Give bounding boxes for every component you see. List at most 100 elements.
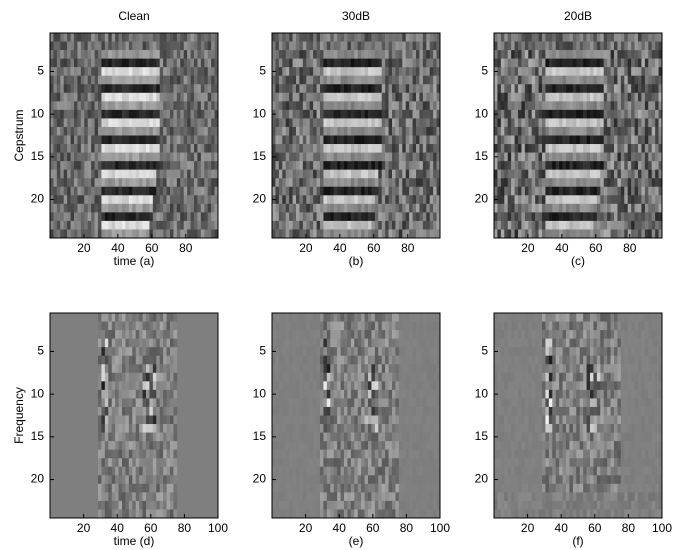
image-cell — [112, 170, 116, 179]
image-cell — [136, 187, 140, 196]
image-cell — [371, 170, 375, 179]
image-cell — [494, 161, 498, 170]
image-cell — [323, 42, 327, 51]
image-cell — [583, 187, 587, 196]
image-cell — [341, 330, 345, 339]
image-cell — [549, 204, 553, 213]
image-cell — [580, 153, 584, 162]
image-cell — [416, 33, 420, 42]
image-cell — [170, 50, 174, 59]
image-cell — [621, 212, 625, 221]
image-cell — [433, 195, 437, 204]
image-cell — [430, 407, 434, 416]
x-tick-label: 60 — [367, 241, 381, 255]
image-cell — [358, 170, 362, 179]
image-cell — [71, 195, 75, 204]
image-cell — [628, 212, 632, 221]
image-cell — [638, 153, 642, 162]
image-cell — [204, 170, 208, 179]
image-cell — [413, 407, 417, 416]
image-cell — [320, 127, 324, 136]
image-cell — [648, 187, 652, 196]
image-cell — [74, 204, 78, 213]
image-cell — [149, 178, 153, 187]
image-cell — [566, 136, 570, 145]
image-cell — [67, 153, 71, 162]
image-cell — [204, 101, 208, 110]
image-cell — [88, 84, 92, 93]
image-cell — [604, 221, 608, 230]
image-cell — [648, 76, 652, 85]
image-cell — [604, 195, 608, 204]
image-cell — [552, 67, 556, 76]
image-cell — [638, 110, 642, 119]
image-cell — [648, 153, 652, 162]
image-cell — [399, 76, 403, 85]
image-cell — [60, 33, 64, 42]
image-cell — [426, 144, 430, 153]
image-cell — [143, 501, 147, 510]
image-cell — [167, 76, 171, 85]
image-cell — [406, 416, 410, 425]
image-cell — [382, 110, 386, 119]
image-cell — [399, 170, 403, 179]
image-cell — [416, 313, 420, 322]
image-cell — [351, 93, 355, 102]
image-cell — [395, 187, 399, 196]
image-cell — [648, 221, 652, 230]
image-cell — [313, 221, 317, 230]
image-cell — [306, 212, 310, 221]
image-cell — [272, 364, 276, 373]
image-cell — [129, 373, 133, 382]
image-cell — [108, 84, 112, 93]
image-cell — [122, 110, 126, 119]
image-cell — [320, 356, 324, 365]
image-cell — [129, 433, 133, 442]
image-cell — [389, 441, 393, 450]
image-cell — [617, 161, 621, 170]
image-cell — [587, 42, 591, 51]
image-cell — [337, 424, 341, 433]
image-cell — [286, 364, 290, 373]
image-cell — [105, 390, 109, 399]
image-cell — [395, 450, 399, 459]
image-cell — [426, 390, 430, 399]
image-cell — [163, 33, 167, 42]
image-cell — [351, 118, 355, 127]
image-cell — [569, 101, 573, 110]
image-cell — [57, 84, 61, 93]
image-cell — [501, 33, 505, 42]
image-cell — [323, 450, 327, 459]
image-cell — [299, 144, 303, 153]
y-tick-label: 5 — [37, 64, 44, 78]
image-cell — [98, 509, 102, 518]
image-cell — [652, 42, 656, 51]
image-cell — [156, 339, 160, 348]
image-cell — [139, 204, 143, 213]
image-cell — [635, 204, 639, 213]
image-cell — [191, 161, 195, 170]
image-cell — [334, 212, 338, 221]
image-cell — [655, 76, 659, 85]
image-cell — [296, 42, 300, 51]
image-cell — [125, 467, 129, 476]
image-cell — [282, 178, 286, 187]
image-cell — [122, 501, 126, 510]
image-cell — [153, 67, 157, 76]
image-cell — [416, 59, 420, 68]
image-cell — [71, 118, 75, 127]
image-cell — [501, 204, 505, 213]
image-cell — [638, 161, 642, 170]
image-cell — [293, 178, 297, 187]
image-cell — [170, 110, 174, 119]
image-cell — [358, 356, 362, 365]
image-cell — [180, 212, 184, 221]
image-cell — [607, 187, 611, 196]
image-cell — [624, 84, 628, 93]
image-cell — [525, 187, 529, 196]
image-cell — [409, 136, 413, 145]
image-cell — [153, 390, 157, 399]
image-cell — [132, 212, 136, 221]
image-cell — [433, 347, 437, 356]
image-cell — [125, 398, 129, 407]
